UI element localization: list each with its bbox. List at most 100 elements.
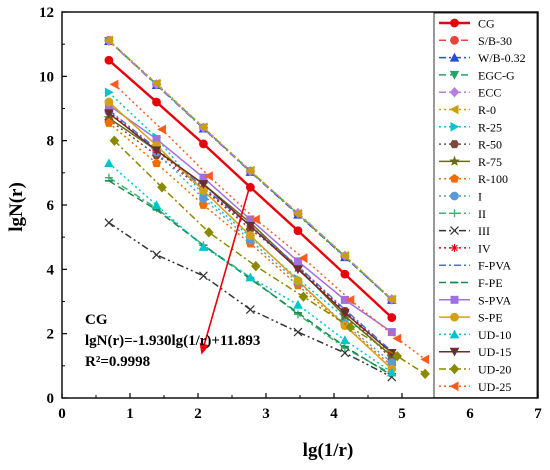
y-tick-label: 12 [39,5,54,21]
legend-entry-r-25: R-25 [439,120,502,134]
y-tick-label: 6 [47,198,55,214]
legend-entry-ud-15: UD-15 [439,345,511,359]
legend-label: S-PVA [478,293,511,307]
x-tick-label: 4 [330,406,338,422]
legend-entry-r-0: R-0 [439,103,496,117]
data-point [251,214,260,225]
data-point [340,308,350,318]
data-point [251,260,261,272]
x-tick-label: 5 [398,406,406,422]
legend-label: R-25 [478,120,502,134]
data-point [340,295,349,304]
legend-label: II [478,207,486,221]
legend-label: III [478,224,490,238]
data-point [293,257,302,266]
legend-marker [449,52,460,62]
series-line [113,83,426,361]
data-point [392,350,403,362]
y-tick-label: 0 [47,391,55,407]
legend-label: F-PE [478,276,503,290]
annotation-title: CG [85,312,108,328]
legend-entry-r-75: R-75 [439,155,502,169]
data-point [293,327,303,337]
data-point [104,118,114,127]
legend-entry-iv: IV [439,241,491,255]
x-axis-title: lg(1/r) [303,440,354,461]
series-cg [104,55,397,322]
legend-label: UD-15 [478,345,511,359]
annotation-arrowhead [199,342,210,355]
data-point [298,253,308,263]
data-point [387,313,397,322]
legend-marker [449,173,460,183]
data-point [293,208,302,219]
legend-marker [449,104,459,115]
legend-label: R-75 [478,155,502,169]
legend-marker [450,191,459,201]
y-tick-label: 4 [47,262,55,278]
series-ud-10 [104,158,397,377]
y-tick-label: 2 [47,327,55,343]
data-point [293,226,303,236]
legend-entry-ud-10: UD-10 [439,328,511,342]
legend-marker [449,347,460,357]
data-point [340,335,350,345]
legend-label: UD-25 [478,380,511,394]
legend-marker [450,295,459,304]
data-point [246,215,255,224]
legend-marker [449,363,460,375]
legend-entry-f-pva: F-PVA [439,259,511,273]
x-tick-label: 3 [262,406,270,422]
x-tick-label: 2 [194,406,202,422]
legend-label: UD-10 [478,328,511,342]
x-tick-label: 7 [534,406,542,422]
legend-entry-s-b-30: S/B-30 [439,34,512,48]
series-lines [103,35,430,382]
data-point [204,171,213,181]
legend-marker [450,122,460,132]
legend-entry-r-100: R-100 [439,172,508,186]
data-point [387,294,396,305]
data-point [198,180,209,189]
data-point [199,139,208,149]
series-line [113,140,426,375]
y-tick-label: 8 [47,134,55,150]
series-ud-25 [109,79,430,365]
x-tick-label: 0 [58,406,66,422]
legend-label: S/B-30 [478,34,512,48]
x-tick-label: 6 [466,406,474,422]
data-point [245,231,255,240]
data-point [152,97,161,107]
legend-entry-s-pe: S-PE [439,311,503,325]
data-point [151,78,161,89]
data-point [199,194,208,203]
data-point [109,135,120,146]
data-point [245,305,255,314]
series-r-0 [104,35,396,305]
data-point [293,276,303,285]
legend-marker [450,18,459,28]
data-point [387,328,396,337]
legend-entry-f-pe: F-PE [439,276,503,290]
legend-entry-ud-25: UD-25 [439,380,511,394]
annotation-arrow [203,188,250,345]
legend-label: R-100 [478,172,508,186]
legend-label: S-PE [478,311,503,325]
legend-label: F-PVA [478,259,511,273]
legend-label: R-50 [478,138,502,152]
data-point [151,158,162,168]
series-s-pva [104,101,396,337]
data-point [104,55,114,65]
legend: CG S/B-30 W/B-0.32 EGC-G ECC R-0 R-25 R-50 R-75 R… [433,12,538,399]
legend-label: CG [478,17,495,31]
data-point [199,173,208,182]
legend-marker [450,226,459,236]
data-point [420,354,430,365]
data-point [198,122,208,132]
legend-label: UD-20 [478,363,511,377]
legend-entry-r-50: R-50 [439,138,502,152]
data-point [151,200,162,209]
data-point [392,333,402,344]
data-point [293,265,303,275]
